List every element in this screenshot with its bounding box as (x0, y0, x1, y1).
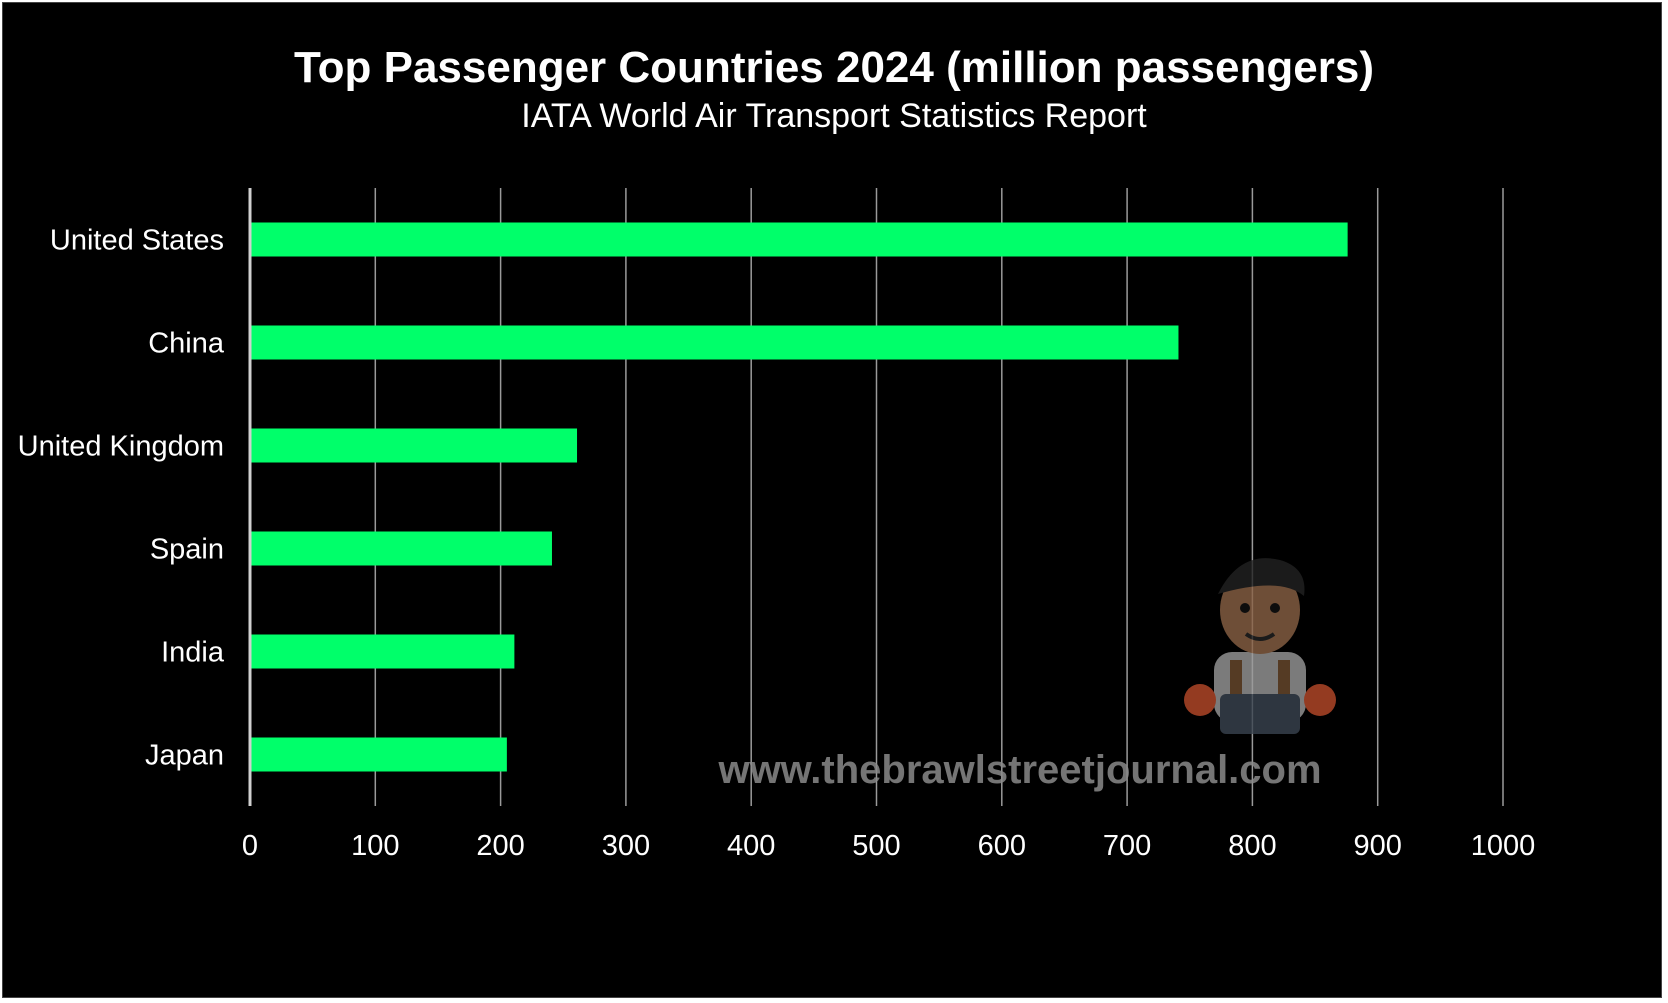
x-tick-label: 500 (852, 830, 900, 862)
x-tick-label: 900 (1354, 830, 1402, 862)
watermark-text: www.thebrawlstreetjournal.com (718, 748, 1322, 792)
x-tick-label: 600 (978, 830, 1026, 862)
axis: 0 100 200 300 400 500 600 700 800 900 1000 United S… (18, 188, 1536, 862)
y-category-label: Japan (145, 740, 224, 772)
x-tick-label: 100 (351, 830, 399, 862)
bar (251, 737, 507, 772)
chart-title: Top Passenger Countries 2024 (million pa… (294, 43, 1374, 92)
x-tick-label: 300 (602, 830, 650, 862)
bar (251, 634, 515, 669)
x-tick-label: 800 (1228, 830, 1276, 862)
bar (251, 428, 578, 463)
y-category-label: India (161, 637, 225, 669)
y-category-label: United Kingdom (18, 431, 224, 463)
y-category-label: United States (50, 225, 224, 257)
x-tick-label: 700 (1103, 830, 1151, 862)
x-tick-label: 0 (242, 830, 258, 862)
y-category-label: China (148, 328, 225, 360)
chart-subtitle: IATA World Air Transport Statistics Repo… (521, 97, 1147, 135)
bar (251, 531, 552, 566)
mascot-icon (1184, 558, 1336, 734)
bars (251, 222, 1348, 772)
x-tick-label: 1000 (1471, 830, 1536, 862)
y-category-label: Spain (150, 534, 224, 566)
x-tick-label: 200 (476, 830, 524, 862)
bar (251, 325, 1179, 360)
x-tick-label: 400 (727, 830, 775, 862)
bar (251, 222, 1348, 257)
gridlines (374, 188, 1504, 806)
